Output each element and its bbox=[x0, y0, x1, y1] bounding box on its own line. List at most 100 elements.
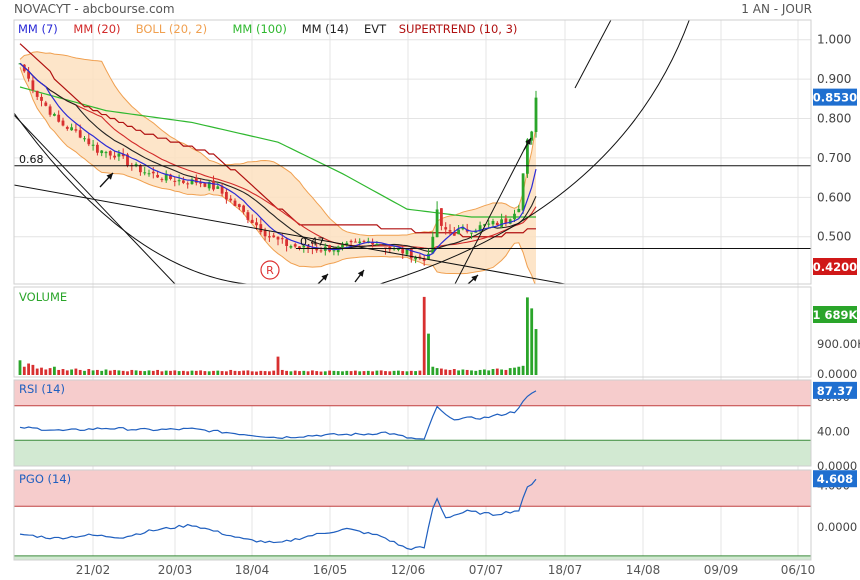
volume-bar bbox=[392, 370, 396, 375]
support-label: 0.47 bbox=[300, 236, 325, 249]
volume-bar bbox=[276, 356, 280, 375]
mm14-line bbox=[19, 62, 537, 252]
candle-body bbox=[35, 90, 39, 97]
legend-mm100[interactable]: MM (100) bbox=[233, 22, 287, 36]
volume-bar bbox=[194, 370, 198, 375]
volume-bar bbox=[272, 370, 276, 375]
volume-bar bbox=[375, 370, 379, 375]
volume-bar bbox=[388, 371, 392, 375]
pgo-last-badge: 4.608 bbox=[817, 472, 853, 486]
volume-bar bbox=[371, 371, 374, 375]
price-tick-label: 0.800 bbox=[817, 112, 851, 126]
candle-body bbox=[61, 120, 65, 126]
candle-body bbox=[57, 114, 61, 122]
volume-bar bbox=[78, 369, 82, 375]
volume-bar bbox=[526, 297, 529, 375]
candle-body bbox=[487, 223, 491, 225]
candle-body bbox=[259, 224, 263, 233]
volume-bar bbox=[160, 371, 164, 375]
legend-mm20[interactable]: MM (20) bbox=[73, 22, 120, 36]
candle-body bbox=[173, 180, 177, 182]
volume-bar bbox=[220, 371, 224, 375]
volume-bar bbox=[156, 369, 159, 375]
x-tick-label: 06/10 bbox=[781, 563, 816, 577]
volume-bar bbox=[311, 370, 314, 375]
mm7-line bbox=[19, 62, 537, 257]
candle-body bbox=[345, 242, 349, 245]
candle-body bbox=[126, 154, 129, 166]
event-marker-label: R bbox=[266, 264, 274, 277]
candle-body bbox=[362, 240, 366, 242]
candle-body bbox=[143, 172, 147, 174]
candle-body bbox=[156, 174, 159, 178]
volume-bar bbox=[259, 370, 263, 375]
volume-title: VOLUME bbox=[19, 290, 67, 304]
volume-bar bbox=[203, 371, 207, 375]
candle-body bbox=[268, 236, 271, 238]
candle-body bbox=[117, 153, 121, 157]
rsi-tick: 0.0000 bbox=[817, 459, 857, 473]
volume-bar bbox=[500, 369, 503, 375]
candle-body bbox=[285, 239, 288, 246]
x-tick-label: 18/07 bbox=[548, 563, 583, 577]
volume-bar bbox=[384, 371, 387, 375]
resistance-label: 0.68 bbox=[19, 153, 44, 166]
candle-body bbox=[440, 208, 443, 226]
candle-body bbox=[478, 225, 482, 232]
candle-body bbox=[409, 248, 413, 259]
candle-body bbox=[70, 127, 73, 131]
rsi-overbought-zone bbox=[14, 380, 811, 406]
legend-mm7[interactable]: MM (7) bbox=[18, 22, 58, 36]
volume-bar bbox=[143, 371, 147, 375]
candle-body bbox=[495, 222, 499, 226]
volume-bar bbox=[130, 369, 134, 375]
legend-mm14[interactable]: MM (14) bbox=[302, 22, 349, 36]
volume-bar bbox=[422, 296, 426, 375]
pgo-tick: 0.0000 bbox=[817, 520, 857, 534]
volume-bar bbox=[229, 369, 233, 375]
rsi-last-badge: 87.37 bbox=[817, 384, 853, 398]
panel-frame-1 bbox=[13, 286, 812, 378]
candle-body bbox=[78, 130, 82, 138]
candle-body bbox=[48, 106, 52, 115]
volume-bar bbox=[280, 369, 284, 375]
candle-body bbox=[375, 244, 379, 246]
candle-body bbox=[229, 198, 233, 201]
volume-bar bbox=[332, 370, 336, 375]
volume-bar bbox=[164, 370, 168, 375]
candle-body bbox=[319, 250, 323, 252]
candle-body bbox=[349, 240, 353, 243]
volume-bar bbox=[328, 370, 331, 375]
panel-frame-2 bbox=[13, 379, 812, 467]
candle-body bbox=[177, 180, 181, 182]
candle-body bbox=[207, 182, 211, 189]
trendline-steep bbox=[14, 114, 176, 284]
volume-bar bbox=[470, 370, 473, 375]
candle-body bbox=[457, 229, 460, 235]
legend-boll[interactable]: BOLL (20, 2) bbox=[136, 22, 207, 36]
panel-frame-0 bbox=[13, 19, 812, 285]
volume-bar bbox=[530, 308, 534, 375]
trendline-long bbox=[14, 184, 566, 284]
period-label[interactable]: 1 AN - JOUR bbox=[741, 2, 812, 16]
candle-body bbox=[53, 113, 56, 116]
volume-bar bbox=[151, 370, 155, 375]
legend-evt[interactable]: EVT bbox=[364, 22, 387, 36]
volume-bar bbox=[57, 369, 61, 375]
volume-bar bbox=[147, 370, 151, 375]
panel-frame-3 bbox=[13, 469, 812, 561]
x-tick-label: 12/06 bbox=[391, 563, 426, 577]
event-marker-icon[interactable] bbox=[260, 260, 280, 280]
price-tick-label: 0.900 bbox=[817, 72, 851, 86]
legend-supertrend[interactable]: SUPERTREND (10, 3) bbox=[399, 22, 518, 36]
volume-bar bbox=[61, 369, 65, 375]
candle-body bbox=[530, 131, 534, 141]
x-tick-label: 09/09 bbox=[704, 563, 739, 577]
volume-bar bbox=[190, 370, 194, 375]
candle-body bbox=[203, 183, 207, 187]
arrow-head bbox=[357, 270, 364, 277]
candle-body bbox=[371, 242, 374, 245]
candle-body bbox=[452, 232, 456, 236]
volume-bar bbox=[427, 333, 430, 375]
x-tick-label: 18/04 bbox=[235, 563, 270, 577]
